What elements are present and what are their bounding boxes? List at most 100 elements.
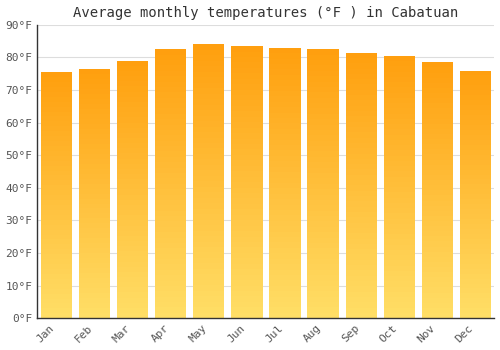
Bar [384, 302, 415, 308]
Bar [79, 308, 110, 313]
Bar [460, 254, 491, 259]
Bar [422, 78, 453, 83]
Bar [193, 198, 224, 203]
Bar [193, 154, 224, 159]
Bar [308, 141, 338, 146]
Bar [422, 303, 453, 308]
Bar [422, 252, 453, 257]
Bar [155, 232, 186, 238]
Bar [41, 121, 72, 126]
Bar [79, 183, 110, 189]
Bar [232, 247, 262, 253]
Bar [384, 197, 415, 203]
Bar [384, 224, 415, 229]
Bar [346, 169, 377, 175]
Bar [346, 276, 377, 281]
Bar [232, 209, 262, 215]
Bar [308, 227, 338, 232]
Bar [460, 224, 491, 229]
Bar [193, 264, 224, 269]
Bar [308, 168, 338, 173]
Bar [41, 294, 72, 299]
Bar [270, 286, 300, 291]
Bar [384, 56, 415, 61]
Bar [422, 113, 453, 119]
Bar [270, 118, 300, 124]
Bar [232, 220, 262, 226]
Bar [79, 283, 110, 288]
Bar [422, 246, 453, 252]
Bar [155, 291, 186, 297]
Bar [117, 303, 148, 308]
Bar [460, 249, 491, 254]
Bar [422, 221, 453, 226]
Bar [308, 286, 338, 291]
Bar [155, 286, 186, 291]
Bar [117, 200, 148, 205]
Bar [155, 55, 186, 60]
Bar [79, 69, 110, 74]
Bar [308, 178, 338, 184]
Bar [155, 135, 186, 141]
Bar [422, 216, 453, 221]
Bar [232, 73, 262, 79]
Bar [155, 259, 186, 264]
Bar [193, 258, 224, 264]
Bar [308, 259, 338, 264]
Bar [346, 143, 377, 148]
Bar [422, 298, 453, 303]
Bar [155, 119, 186, 125]
Bar [308, 65, 338, 71]
Bar [308, 114, 338, 119]
Bar [308, 55, 338, 60]
Bar [346, 106, 377, 111]
Bar [460, 194, 491, 199]
Bar [422, 206, 453, 211]
Bar [346, 127, 377, 132]
Bar [460, 100, 491, 105]
Bar [384, 88, 415, 93]
Bar [79, 134, 110, 139]
Bar [232, 160, 262, 166]
Bar [308, 108, 338, 114]
Bar [41, 102, 72, 107]
Bar [384, 113, 415, 119]
Bar [270, 280, 300, 286]
Bar [308, 60, 338, 65]
Bar [193, 50, 224, 55]
Bar [41, 92, 72, 97]
Bar [422, 257, 453, 262]
Bar [79, 298, 110, 303]
Bar [79, 293, 110, 298]
Bar [41, 166, 72, 170]
Bar [308, 82, 338, 87]
Bar [422, 195, 453, 201]
Bar [460, 164, 491, 170]
Bar [41, 136, 72, 141]
Bar [422, 287, 453, 293]
Bar [460, 85, 491, 90]
Bar [308, 302, 338, 307]
Bar [79, 214, 110, 218]
Bar [41, 151, 72, 156]
Bar [41, 215, 72, 220]
Bar [346, 212, 377, 217]
Bar [460, 199, 491, 204]
Bar [460, 229, 491, 234]
Bar [117, 159, 148, 164]
Bar [346, 159, 377, 164]
Bar [193, 94, 224, 99]
Bar [79, 203, 110, 209]
Bar [155, 152, 186, 157]
Bar [41, 97, 72, 102]
Bar [41, 77, 72, 82]
Bar [460, 150, 491, 155]
Bar [460, 204, 491, 209]
Bar [232, 198, 262, 204]
Bar [117, 257, 148, 261]
Bar [308, 270, 338, 275]
Bar [270, 291, 300, 296]
Bar [308, 291, 338, 297]
Bar [422, 124, 453, 129]
Bar [384, 234, 415, 239]
